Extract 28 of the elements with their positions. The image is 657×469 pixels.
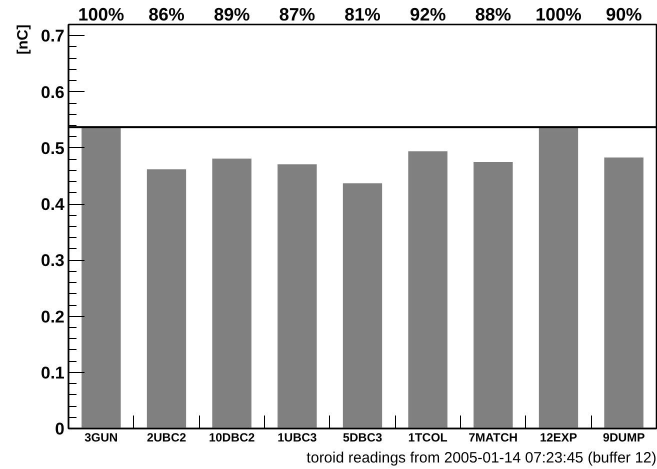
annotation: 87% xyxy=(279,4,316,24)
y-tick-label: 0.3 xyxy=(40,251,65,270)
annotation: 90% xyxy=(606,4,642,24)
x-axis-title: toroid readings from 2005-01-14 07:23:45 (buffer 12) xyxy=(306,450,657,466)
y-tick-label: 0.5 xyxy=(40,138,65,158)
x-tick-label: 1UBC3 xyxy=(277,430,318,444)
y-tick-label: 0.7 xyxy=(40,26,65,46)
y-tick-label: 0.2 xyxy=(40,307,65,326)
x-tick-label: 5DBC3 xyxy=(342,430,382,444)
annotation: 100% xyxy=(535,4,582,24)
x-tick-label: 7MATCH xyxy=(468,430,518,444)
x-tick-label: 9DUMP xyxy=(602,430,645,444)
y-axis-title: [nC] xyxy=(14,24,32,54)
y-tick-label: 0.6 xyxy=(40,82,65,102)
x-tick-label: 3GUN xyxy=(84,430,118,444)
y-tick-label: 0.4 xyxy=(40,195,66,214)
x-tick-label: 10DBC2 xyxy=(208,430,256,444)
annotation: 89% xyxy=(214,4,250,24)
x-tick-label: 12EXP xyxy=(540,430,578,444)
x-tick-label: 1TCOL xyxy=(408,430,448,444)
annotation: 100% xyxy=(78,4,124,24)
annotation: 81% xyxy=(344,4,381,24)
x-tick-label: 2UBC2 xyxy=(146,430,186,444)
y-tick-label: 0 xyxy=(55,420,65,438)
annotation: 88% xyxy=(475,4,512,24)
annotation: 86% xyxy=(148,4,185,24)
y-tick-label: 0.1 xyxy=(40,363,65,382)
annotation: 92% xyxy=(410,4,446,24)
